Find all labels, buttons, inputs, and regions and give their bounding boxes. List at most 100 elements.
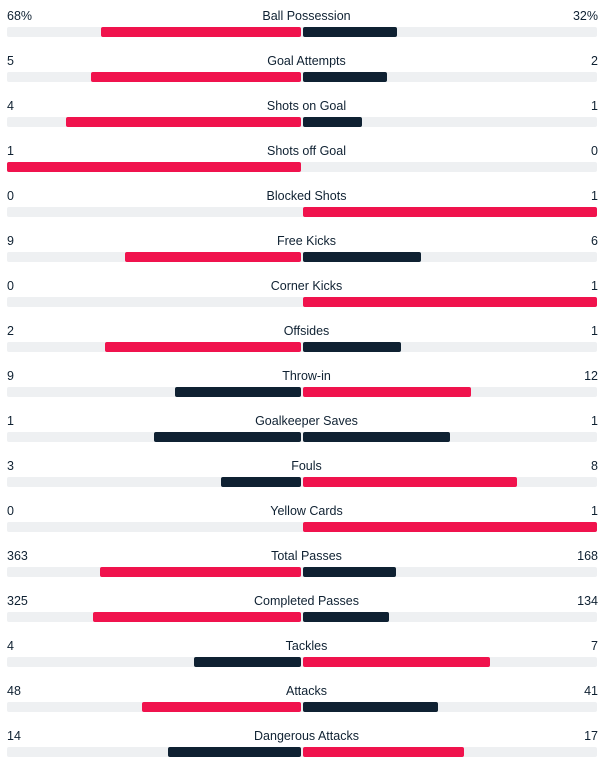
away-bar	[303, 72, 387, 82]
stat-label: Throw-in	[282, 369, 331, 383]
home-value: 2	[7, 324, 14, 338]
stat-bar-track	[7, 72, 597, 82]
stat-row: 4 Shots on Goal 1	[0, 90, 613, 135]
away-bar	[303, 612, 389, 622]
stat-label: Offsides	[283, 324, 330, 338]
stat-label: Ball Possession	[262, 9, 351, 23]
stat-label: Goalkeeper Saves	[255, 414, 358, 428]
home-value: 5	[7, 54, 14, 68]
away-bar	[303, 207, 597, 217]
home-value: 9	[7, 234, 14, 248]
stat-row: 363 Total Passes 168	[0, 540, 613, 585]
stat-row: 325 Completed Passes 134	[0, 585, 613, 630]
home-value: 1	[7, 144, 14, 158]
stat-label: Attacks	[286, 684, 327, 698]
stat-bar-track	[7, 207, 597, 217]
away-value: 32%	[572, 9, 598, 23]
away-bar	[303, 387, 471, 397]
stat-bar-track	[7, 117, 597, 127]
stat-bar-track	[7, 27, 597, 37]
stat-row: 1 Goalkeeper Saves 1	[0, 405, 613, 450]
home-value: 4	[7, 99, 14, 113]
stat-row: 4 Tackles 7	[0, 630, 613, 675]
stat-bar-track	[7, 702, 597, 712]
stat-bar-track	[7, 297, 597, 307]
stat-row: 0 Yellow Cards 1	[0, 495, 613, 540]
home-bar	[105, 342, 301, 352]
away-bar	[303, 342, 401, 352]
away-bar	[303, 297, 597, 307]
home-value: 14	[7, 729, 21, 743]
away-value: 1	[591, 414, 598, 428]
stat-bar-track	[7, 162, 597, 172]
away-value: 17	[584, 729, 598, 743]
home-bar	[175, 387, 301, 397]
stat-label: Total Passes	[271, 549, 342, 563]
away-value: 41	[584, 684, 598, 698]
stat-row: 5 Goal Attempts 2	[0, 45, 613, 90]
home-value: 363	[7, 549, 28, 563]
home-bar	[91, 72, 301, 82]
stat-row: 2 Offsides 1	[0, 315, 613, 360]
away-value: 8	[591, 459, 598, 473]
stat-bar-track	[7, 342, 597, 352]
away-bar	[303, 567, 397, 577]
away-bar	[303, 117, 362, 127]
stat-label: Fouls	[291, 459, 322, 473]
stat-label: Goal Attempts	[267, 54, 346, 68]
stat-label: Shots off Goal	[267, 144, 346, 158]
stat-label: Completed Passes	[254, 594, 359, 608]
stat-bar-track	[7, 522, 597, 532]
home-bar	[142, 702, 301, 712]
stat-row: 9 Free Kicks 6	[0, 225, 613, 270]
away-value: 1	[591, 99, 598, 113]
away-bar	[303, 432, 450, 442]
stat-label: Free Kicks	[276, 234, 337, 248]
home-bar	[124, 252, 301, 262]
home-bar	[220, 477, 301, 487]
home-value: 325	[7, 594, 28, 608]
stat-bar-track	[7, 477, 597, 487]
away-value: 6	[591, 234, 598, 248]
away-value: 1	[591, 504, 598, 518]
home-value: 3	[7, 459, 14, 473]
home-bar	[65, 117, 301, 127]
stat-label: Yellow Cards	[270, 504, 343, 518]
stat-label: Corner Kicks	[270, 279, 343, 293]
stat-row: 48 Attacks 41	[0, 675, 613, 720]
home-bar	[7, 162, 301, 172]
stat-label: Dangerous Attacks	[254, 729, 359, 743]
stat-bar-track	[7, 747, 597, 757]
home-value: 0	[7, 504, 14, 518]
stat-row: 1 Shots off Goal 0	[0, 135, 613, 180]
home-bar	[154, 432, 301, 442]
away-bar	[303, 522, 597, 532]
stat-bar-track	[7, 657, 597, 667]
away-bar	[303, 702, 439, 712]
stat-label: Tackles	[285, 639, 328, 653]
home-value: 68%	[7, 9, 33, 23]
stat-bar-track	[7, 567, 597, 577]
home-bar	[101, 27, 301, 37]
home-value: 0	[7, 279, 14, 293]
home-bar	[194, 657, 301, 667]
stat-bar-track	[7, 252, 597, 262]
home-bar	[168, 747, 301, 757]
stat-row: 3 Fouls 8	[0, 450, 613, 495]
away-value: 1	[591, 324, 598, 338]
away-value: 1	[591, 189, 598, 203]
away-bar	[303, 252, 421, 262]
away-bar	[303, 477, 517, 487]
away-value: 134	[577, 594, 598, 608]
stat-bar-track	[7, 432, 597, 442]
away-bar	[303, 27, 398, 37]
away-value: 12	[584, 369, 598, 383]
stat-row: 68% Ball Possession 32%	[0, 0, 613, 45]
away-value: 0	[591, 144, 598, 158]
away-bar	[303, 657, 491, 667]
stat-row: 14 Dangerous Attacks 17	[0, 720, 613, 765]
away-value: 168	[577, 549, 598, 563]
stat-row: 9 Throw-in 12	[0, 360, 613, 405]
stat-row: 0 Blocked Shots 1	[0, 180, 613, 225]
